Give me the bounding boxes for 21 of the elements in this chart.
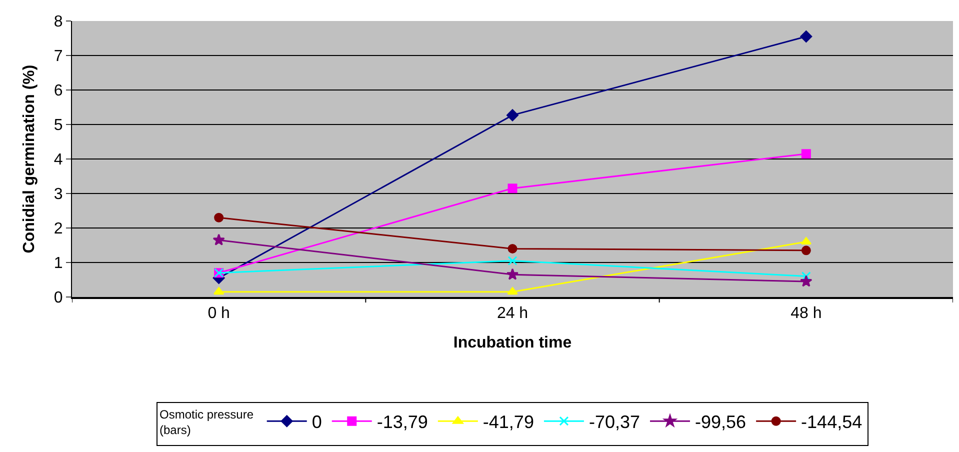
y-tick-label: 1 xyxy=(54,255,63,272)
x-tick-label: 24 h xyxy=(496,305,528,322)
legend-label: 0 xyxy=(312,412,322,432)
x-tick-label: 48 h xyxy=(790,305,822,322)
y-axis-title: Conidial germination (%) xyxy=(20,64,38,254)
x-axis-title: Incubation time xyxy=(453,334,572,352)
y-tick-label: 0 xyxy=(54,290,63,307)
y-tick-label: 6 xyxy=(54,82,63,100)
legend-title: Osmotic pressure (bars) xyxy=(160,407,254,438)
legend-label: -70,37 xyxy=(588,412,640,432)
y-tick-label: 3 xyxy=(54,186,63,204)
y-tick-label: 5 xyxy=(54,117,63,134)
y-tick-label: 2 xyxy=(54,220,63,238)
legend-label: -13,79 xyxy=(376,412,428,432)
y-tick-label: 4 xyxy=(54,152,63,169)
y-tick-label: 8 xyxy=(54,14,63,31)
y-tick-label: 7 xyxy=(54,48,63,66)
x-tick-label: 0 h xyxy=(208,305,230,322)
legend-label: -144,54 xyxy=(801,412,862,432)
legend-label: -41,79 xyxy=(482,412,534,432)
legend-label: -99,56 xyxy=(695,412,746,432)
